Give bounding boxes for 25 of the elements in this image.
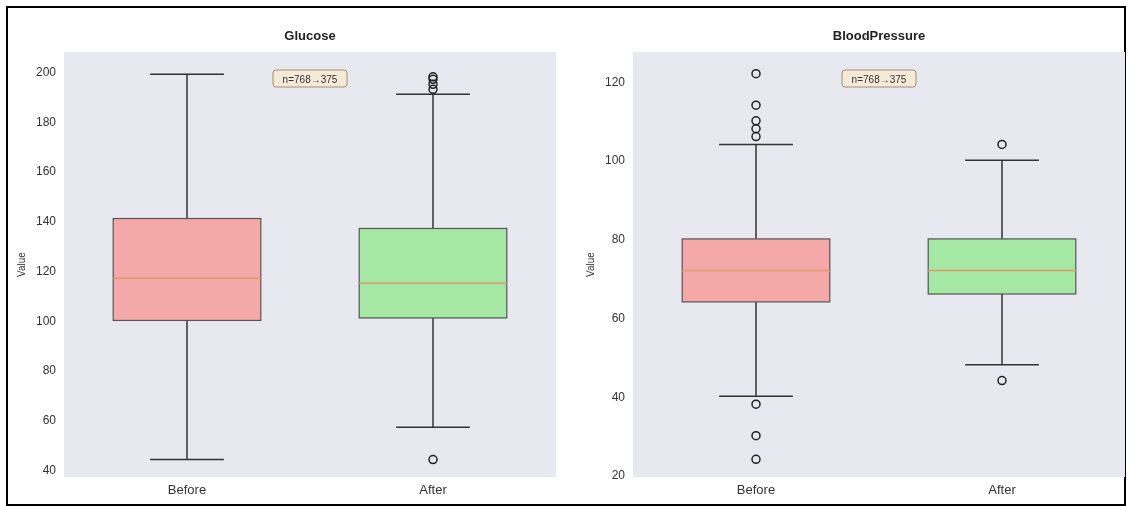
x-tick-label: After (419, 482, 448, 497)
y-tick-label: 120 (35, 263, 57, 278)
y-tick-label: 80 (611, 232, 626, 247)
y-tick-label: 40 (611, 389, 626, 404)
y-tick-label: 120 (604, 74, 626, 89)
y-tick-label: 20 (611, 468, 626, 483)
y-tick-label: 160 (35, 164, 57, 179)
x-tick-label: After (988, 482, 1017, 497)
chart-title: Glucose (284, 28, 336, 43)
y-tick-label: 140 (35, 214, 57, 229)
annotation: n=768→375 (851, 73, 907, 85)
annotation: n=768→375 (282, 73, 338, 85)
y-axis-title: Value (16, 251, 27, 277)
y-tick-label: 180 (35, 114, 57, 129)
chart-title: BloodPressure (832, 28, 926, 43)
x-tick-label: Before (167, 482, 207, 497)
y-tick-label: 40 (42, 462, 57, 477)
x-tick-label: Before (736, 482, 776, 497)
y-tick-label: 200 (35, 65, 57, 80)
y-tick-label: 60 (42, 413, 57, 428)
y-axis-title: Value (585, 251, 596, 277)
y-tick-label: 60 (611, 310, 626, 325)
y-tick-label: 80 (42, 363, 57, 378)
y-tick-label: 100 (35, 313, 57, 328)
y-tick-label: 100 (604, 153, 626, 168)
